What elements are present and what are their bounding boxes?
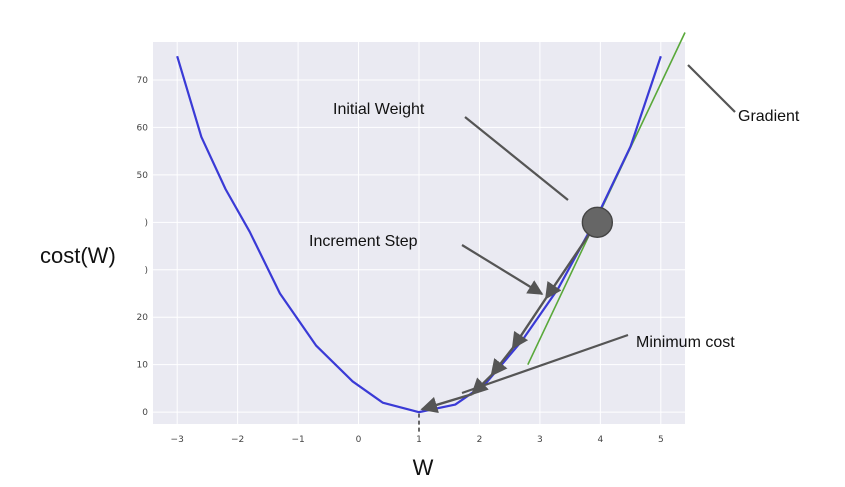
x-tick-label: −3 (171, 435, 184, 445)
y-tick-label: 50 (137, 171, 149, 181)
increment-step-arrow (471, 374, 493, 396)
increment-step-arrow (420, 392, 473, 413)
x-tick-label: 1 (416, 435, 422, 445)
y-tick-label: 0 (142, 408, 148, 418)
x-tick-label: −1 (291, 435, 304, 445)
initial-weight-label: Initial Weight (333, 101, 425, 118)
x-tick-label: 5 (658, 435, 664, 445)
increment-step-arrow (511, 297, 547, 350)
minimum-cost-leader (461, 333, 629, 395)
gradient-label: Gradient (738, 108, 800, 125)
gradient-leader (687, 64, 736, 113)
y-tick-label: 70 (137, 76, 149, 86)
x-tick-label: 4 (597, 435, 603, 445)
y-tick-label: ) (144, 266, 148, 276)
x-axis-title: W (413, 455, 434, 480)
x-tick-label: −2 (231, 435, 244, 445)
x-tick-label: 2 (477, 435, 483, 445)
increment-steps (420, 221, 599, 413)
x-tick-label: 0 (356, 435, 362, 445)
increment-step-label: Increment Step (309, 233, 418, 250)
initial-weight-leader (464, 116, 569, 201)
x-tick-label: 3 (537, 435, 543, 445)
y-tick-label: ) (144, 218, 148, 228)
y-tick-label: 10 (137, 361, 149, 371)
y-tick-label: 20 (137, 313, 149, 323)
initial-weight-point (581, 206, 614, 239)
y-axis-title: cost(W) (40, 243, 116, 268)
increment-step-leader (461, 244, 544, 295)
increment-step-arrow (490, 347, 514, 377)
y-tick-label: 60 (137, 123, 149, 133)
minimum-cost-label: Minimum cost (636, 334, 735, 351)
